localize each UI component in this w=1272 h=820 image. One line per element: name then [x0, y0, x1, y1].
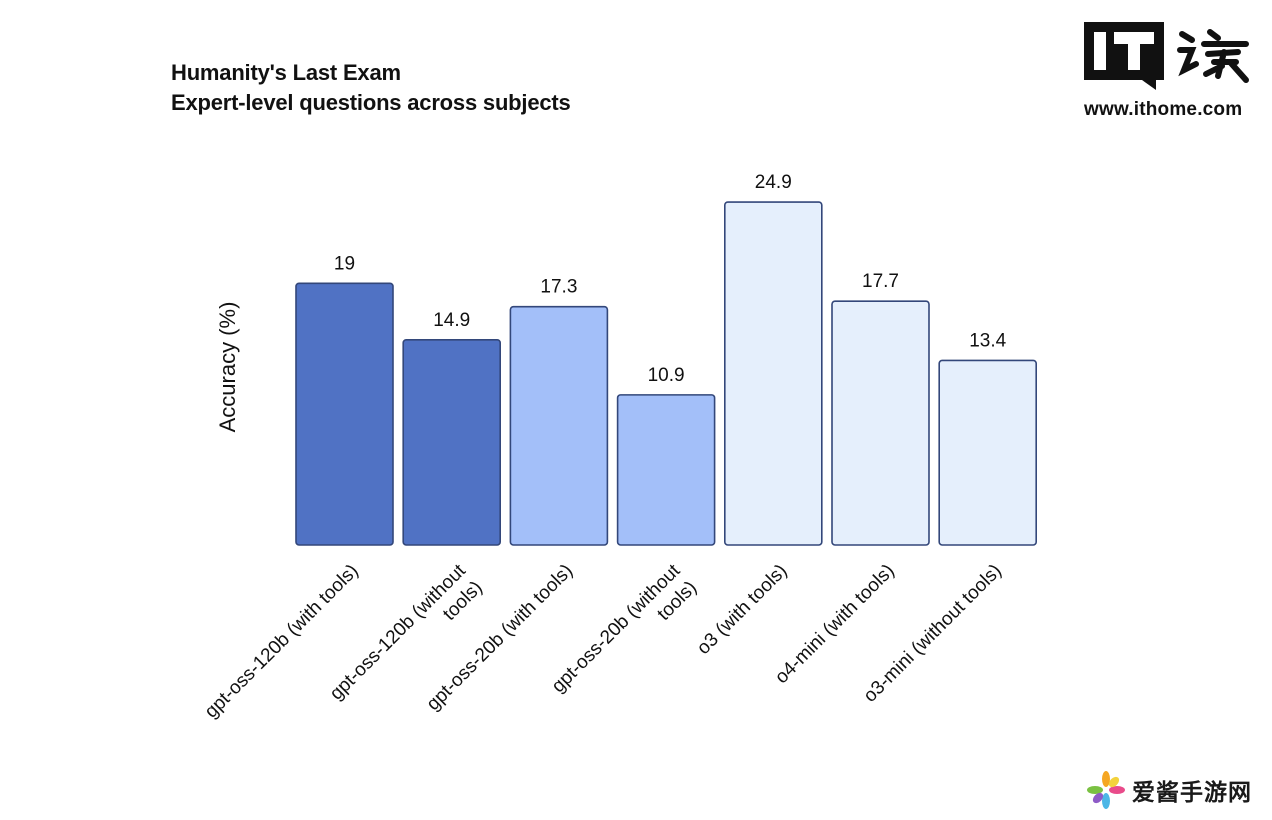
bar-4 — [723, 201, 823, 546]
watermark-url: www.ithome.com — [1084, 99, 1243, 120]
bar-1 — [402, 338, 502, 546]
bar-6 — [938, 359, 1038, 546]
bar-0 — [295, 282, 394, 546]
bar-3 — [616, 394, 716, 546]
x-tick-label-3: gpt-oss-20b (withouttools) — [548, 560, 702, 714]
ithome-logo — [1084, 22, 1254, 99]
bar-value-label-1: 14.9 — [433, 310, 470, 331]
bar-value-label-6: 13.4 — [969, 330, 1006, 351]
bar-value-label-4: 24.9 — [755, 172, 792, 193]
chart-title-block: Humanity's Last Exam Expert-level questi… — [171, 58, 571, 118]
bar-value-label-0: 19 — [334, 253, 355, 274]
bar-2 — [509, 305, 609, 546]
pinwheel-icon — [1087, 771, 1125, 809]
bar-value-label-2: 17.3 — [540, 277, 577, 298]
bar-value-label-3: 10.9 — [648, 365, 685, 386]
bar-5 — [831, 300, 930, 546]
x-tick-label-5: o4-mini (with tools) — [771, 560, 899, 688]
aijiang-site-name: 爱酱手游网 — [1132, 780, 1252, 806]
chart-subtitle: Expert-level questions across subjects — [171, 90, 571, 115]
aijiang-watermark: 爱酱手游网 — [1086, 770, 1252, 810]
x-tick-label-4: o3 (with tools) — [693, 560, 791, 658]
chart-title: Humanity's Last Exam — [171, 60, 401, 85]
bar-value-label-5: 17.7 — [862, 271, 899, 292]
